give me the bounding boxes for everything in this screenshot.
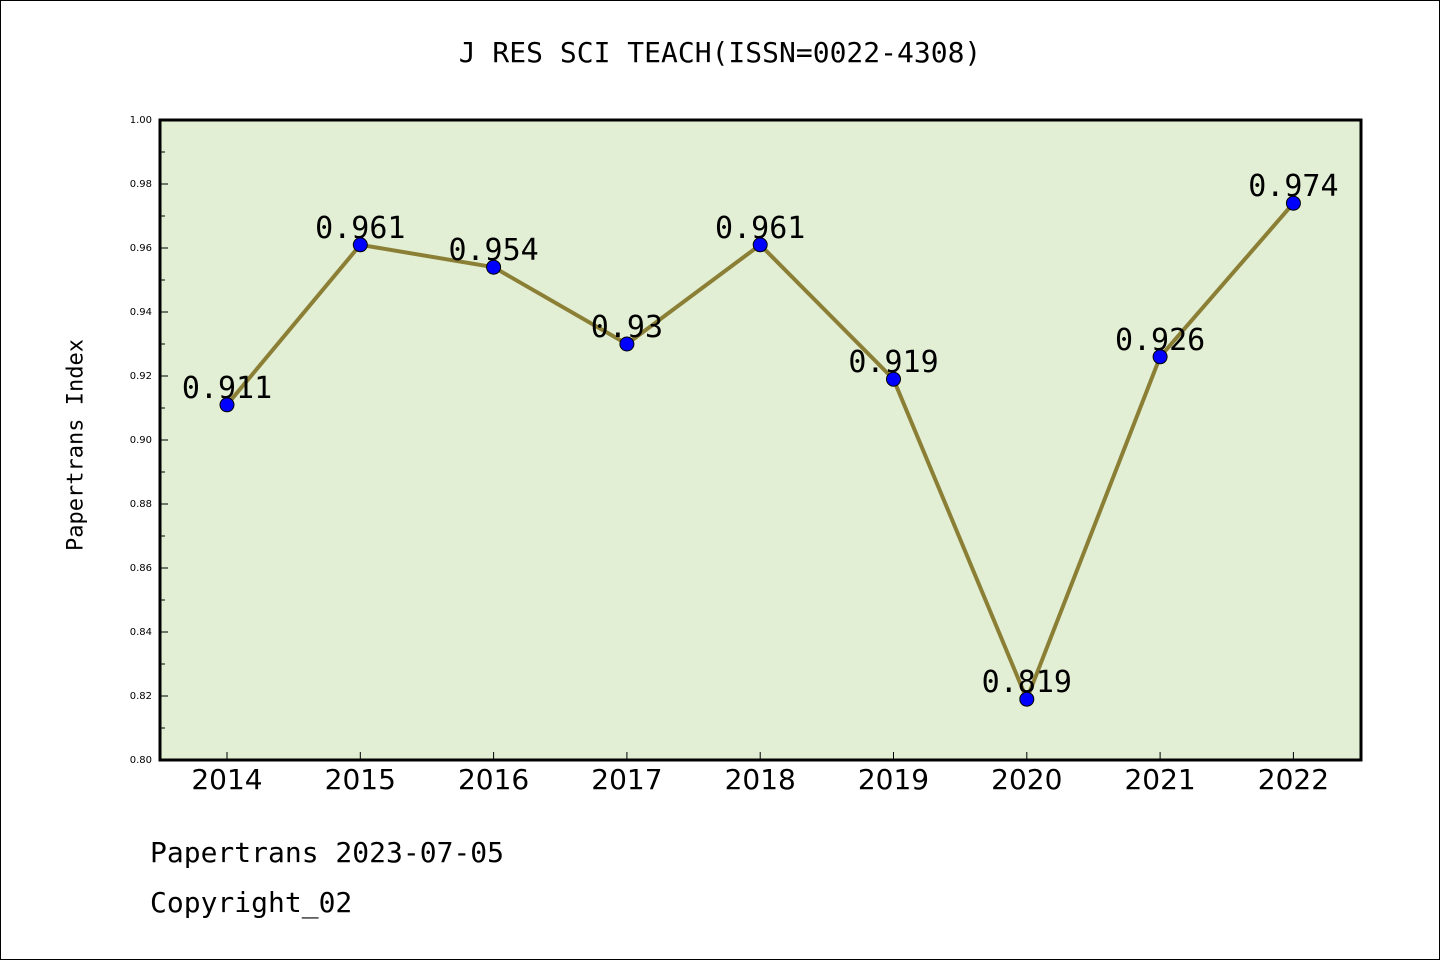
footer-copyright: Copyright_02 [150,886,353,919]
data-point [486,259,502,275]
data-label: 0.911 [182,371,272,406]
plot-border [158,118,1363,762]
x-tick-label: 2022 [1258,763,1329,796]
data-point [752,237,768,253]
data-point [352,237,368,253]
data-label: 0.819 [982,665,1072,700]
x-tick-label: 2020 [991,763,1062,796]
footer-date: Papertrans 2023-07-05 [150,836,505,869]
data-label: 0.961 [715,211,805,246]
x-tick-label: 2014 [191,763,262,796]
data-point [1152,349,1168,365]
data-point [1019,691,1035,707]
chart-title: J RES SCI TEACH(ISSN=0022-4308) [458,36,982,69]
data-label: 0.954 [448,233,538,268]
data-label: 0.93 [591,310,663,345]
data-label: 0.926 [1115,323,1205,358]
y-tick-label: 0.92 [130,371,152,382]
y-tick-label: 0.96 [130,243,152,254]
y-tick-label: 0.94 [130,307,152,318]
data-point [219,397,235,413]
y-tick-label: 0.88 [130,499,152,510]
data-label: 0.974 [1248,169,1338,204]
y-tick-label: 0.80 [130,755,152,766]
x-tick-label: 2021 [1124,763,1195,796]
y-tick-label: 0.82 [130,691,152,702]
y-tick-label: 1.00 [130,115,152,126]
x-tick-label: 2018 [725,763,796,796]
data-label: 0.961 [315,211,405,246]
data-point [1285,195,1301,211]
data-point [619,336,635,352]
data-label: 0.919 [848,345,938,380]
y-tick-label: 0.84 [130,627,152,638]
y-tick-label: 0.90 [130,435,152,446]
x-tick-label: 2016 [458,763,529,796]
x-tick-label: 2019 [858,763,929,796]
x-tick-label: 2017 [591,763,662,796]
data-point [886,371,901,387]
plot-background [160,120,1361,760]
x-tick-label: 2015 [325,763,396,796]
y-tick-label: 0.86 [130,563,152,574]
y-tick-label: 0.98 [130,179,152,190]
